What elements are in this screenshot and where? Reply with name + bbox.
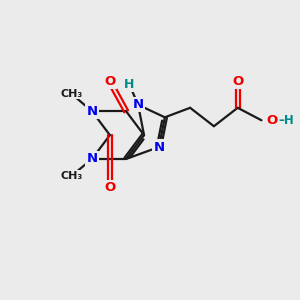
Text: –H: –H [279, 114, 295, 127]
Text: N: N [86, 105, 98, 118]
Text: O: O [232, 75, 243, 88]
Text: CH₃: CH₃ [60, 88, 82, 98]
Text: O: O [104, 75, 116, 88]
Text: O: O [104, 181, 116, 194]
Text: N: N [86, 152, 98, 165]
Text: H: H [124, 77, 134, 91]
Text: N: N [153, 140, 164, 154]
Text: O: O [266, 114, 278, 127]
Text: CH₃: CH₃ [60, 171, 82, 181]
Text: N: N [133, 98, 144, 111]
